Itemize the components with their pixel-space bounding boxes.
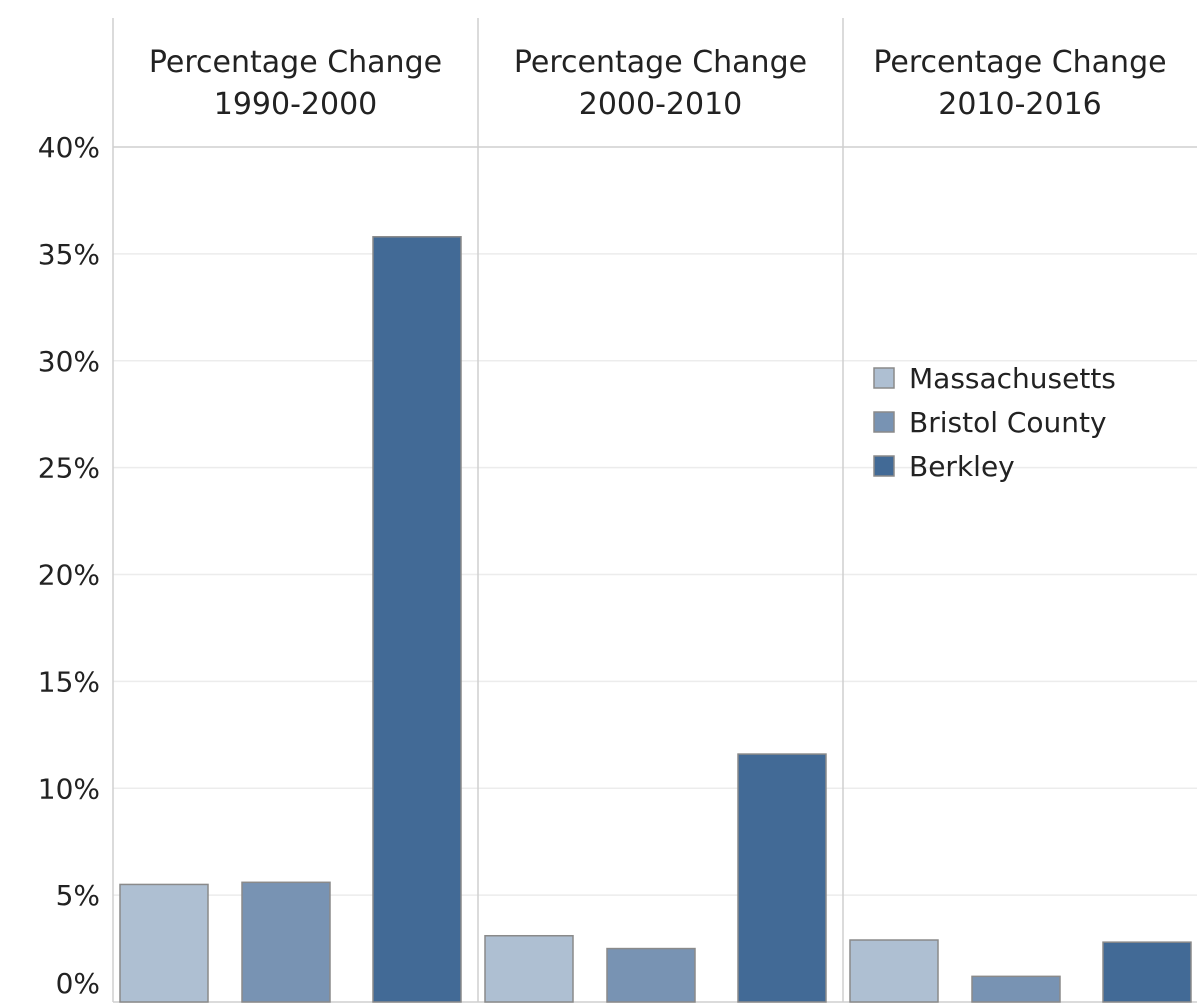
- legend-label: Massachusetts: [909, 362, 1116, 395]
- panel-dividers: [112, 18, 1197, 1003]
- legend: Massachusetts Bristol County Berkley: [873, 362, 1116, 483]
- panel-titles: Percentage Change 1990-2000 Percentage Cha…: [149, 45, 1167, 122]
- bar: [372, 236, 462, 1003]
- bar: [849, 939, 939, 1003]
- panel-title-line2: 2000-2010: [579, 87, 743, 122]
- bar: [606, 947, 696, 1003]
- y-tick-label: 40%: [38, 131, 100, 164]
- bar: [241, 881, 331, 1003]
- y-tick-label: 30%: [38, 345, 100, 378]
- y-tick-label: 15%: [38, 665, 100, 698]
- legend-swatch: [873, 367, 895, 389]
- panel-title-line2: 1990-2000: [214, 87, 378, 122]
- legend-label: Berkley: [909, 450, 1015, 483]
- y-tick-label: 5%: [56, 879, 100, 912]
- panel-title-line1: Percentage Change: [149, 45, 442, 80]
- bars: [119, 236, 1192, 1003]
- legend-swatch: [873, 455, 895, 477]
- gridlines: [113, 253, 1197, 896]
- legend-swatch: [873, 411, 895, 433]
- y-tick-label: 35%: [38, 238, 100, 271]
- y-tick-label: 20%: [38, 559, 100, 592]
- y-tick-label: 10%: [38, 772, 100, 805]
- bar: [737, 753, 827, 1003]
- bar: [484, 934, 574, 1003]
- y-tick-label: 25%: [38, 452, 100, 485]
- panel-title-line1: Percentage Change: [514, 45, 807, 80]
- bar: [1102, 941, 1192, 1003]
- legend-label: Bristol County: [909, 406, 1107, 439]
- bar: [971, 975, 1061, 1003]
- panel-title-line2: 2010-2016: [938, 87, 1102, 122]
- panel-title-line1: Percentage Change: [873, 45, 1166, 80]
- y-tick-label: 0%: [56, 967, 100, 1000]
- bar: [119, 883, 209, 1003]
- y-axis: 0% 5% 10% 15% 20% 25% 30% 35% 40%: [38, 131, 100, 1000]
